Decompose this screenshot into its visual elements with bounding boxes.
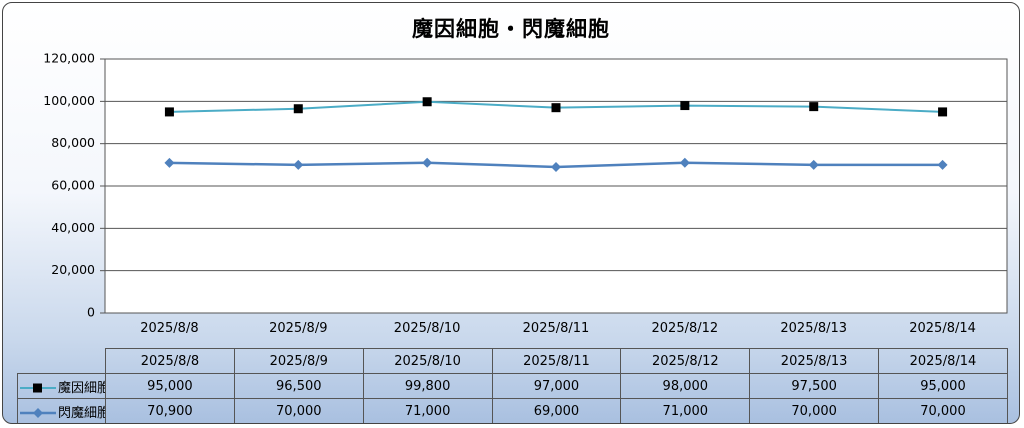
data-point-square <box>551 103 561 113</box>
x-tick-label: 2025/8/13 <box>780 321 847 336</box>
legend-entry-series-2: 閃魔細胞 <box>17 398 106 423</box>
y-tick-label: 120,000 <box>43 51 95 66</box>
data-point-diamond <box>293 159 304 170</box>
x-tick-label: 2025/8/9 <box>269 321 327 336</box>
y-tick-label: 80,000 <box>51 135 95 150</box>
data-point-square <box>422 97 432 107</box>
x-axis-ticks: 2025/8/8 2025/8/9 2025/8/10 2025/8/11 2025/8… <box>140 321 976 336</box>
table-header-cell: 2025/8/13 <box>749 348 880 374</box>
data-point-square <box>938 107 948 117</box>
table-value-cell: 98,000 <box>620 373 751 399</box>
data-point-square <box>809 102 819 112</box>
data-point-diamond <box>422 157 433 168</box>
table-row-series-2: 閃魔細胞 70,900 70,000 71,000 69,000 71,000 70,00… <box>17 398 1008 423</box>
legend-label-series-1: 魔因細胞 <box>58 380 106 396</box>
table-row-series-1: 魔因細胞 95,000 96,500 99,800 97,000 98,000 97,50… <box>17 373 1008 399</box>
data-point-diamond <box>937 159 948 170</box>
table-corner <box>17 348 106 374</box>
table-header-cell: 2025/8/9 <box>233 348 364 374</box>
table-value-cell: 97,000 <box>491 373 622 399</box>
x-tick-label: 2025/8/12 <box>652 321 719 336</box>
table-value-cell: 97,500 <box>749 373 880 399</box>
x-tick-label: 2025/8/10 <box>394 321 461 336</box>
data-point-diamond <box>551 161 561 172</box>
data-point-square <box>680 101 690 111</box>
legend-key-square-icon <box>20 383 56 393</box>
legend-entry-series-1: 魔因細胞 <box>17 373 106 399</box>
x-tick-label: 2025/8/8 <box>140 321 198 336</box>
plot-area: 020,00040,00060,00080,000100,000120,000 … <box>43 51 1008 336</box>
data-point-square <box>293 104 303 114</box>
table-value-cell: 99,800 <box>362 373 493 399</box>
data-point-diamond <box>679 157 690 168</box>
y-tick-label: 60,000 <box>51 178 95 193</box>
table-value-cell: 71,000 <box>362 398 493 423</box>
data-table: 2025/8/8 2025/8/9 2025/8/10 2025/8/11 2025/8… <box>17 348 1008 423</box>
series-layer <box>164 97 948 172</box>
table-header-cell: 2025/8/14 <box>878 348 1008 374</box>
chart-title: 魔因細胞・閃魔細胞 <box>412 17 610 41</box>
table-value-cell: 70,900 <box>105 398 235 423</box>
y-tick-label: 0 <box>87 305 95 320</box>
grid-lines <box>100 58 1008 314</box>
table-value-cell: 70,000 <box>233 398 364 423</box>
legend-key-diamond-icon <box>20 408 56 418</box>
table-header-row: 2025/8/8 2025/8/9 2025/8/10 2025/8/11 2025/8… <box>17 348 1008 374</box>
table-value-cell: 96,500 <box>233 373 364 399</box>
table-header-cell: 2025/8/12 <box>620 348 751 374</box>
y-tick-label: 100,000 <box>43 93 95 108</box>
table-value-cell: 71,000 <box>620 398 751 423</box>
table-value-cell: 95,000 <box>105 373 235 399</box>
data-point-diamond <box>808 159 819 170</box>
y-tick-label: 20,000 <box>51 262 95 277</box>
y-axis-ticks: 0 20,000 40,000 60,000 80,000 100,000 120,000 <box>43 51 95 320</box>
x-tick-label: 2025/8/14 <box>909 321 976 336</box>
table-header-cell: 2025/8/8 <box>105 348 235 374</box>
table-value-cell: 70,000 <box>749 398 880 423</box>
y-tick-label: 40,000 <box>51 220 95 235</box>
table-value-cell: 69,000 <box>491 398 622 423</box>
data-point-diamond <box>164 157 175 168</box>
x-tick-label: 2025/8/11 <box>523 321 590 336</box>
table-header-cell: 2025/8/10 <box>362 348 493 374</box>
table-value-cell: 95,000 <box>878 373 1008 399</box>
data-point-square <box>164 107 174 117</box>
legend-label-series-2: 閃魔細胞 <box>58 405 106 421</box>
table-header-cell: 2025/8/11 <box>491 348 622 374</box>
table-value-cell: 70,000 <box>878 398 1008 423</box>
